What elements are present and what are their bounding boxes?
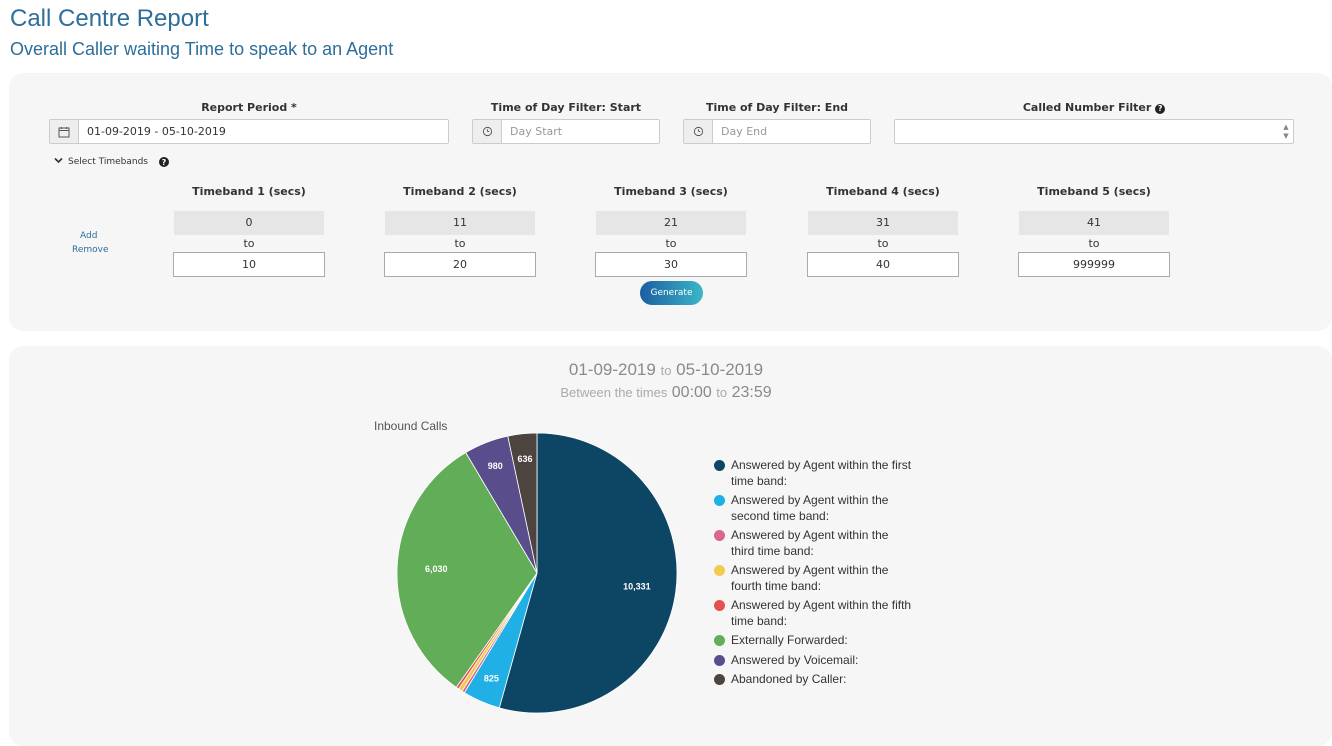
pie-data-label: 6,030 — [425, 564, 448, 574]
called-number-input[interactable] — [895, 120, 1279, 143]
timeband-start: 41 — [1019, 211, 1169, 235]
tod-end-input[interactable] — [713, 120, 874, 143]
legend-marker — [714, 674, 725, 685]
legend-item[interactable]: Answered by Agent within the fifth time … — [714, 598, 914, 629]
legend-marker — [714, 654, 725, 666]
timeband-end-input[interactable]: 40 — [807, 252, 959, 277]
timeband-5: Timeband 5 (secs) 41 to 999999 — [1018, 185, 1170, 277]
legend-item[interactable]: Answered by Agent within the third time … — [714, 528, 914, 559]
tod-end-label: Time of Day Filter: End — [705, 101, 849, 114]
date-range: 01-09-2019 to 05-10-2019 — [0, 360, 1332, 380]
timeband-to: to — [1088, 237, 1100, 250]
date-from: 01-09-2019 — [568, 360, 656, 379]
legend-label: Answered by Agent within the first time … — [731, 458, 912, 488]
legend-item[interactable]: Answered by Agent within the fourth time… — [714, 563, 914, 594]
legend-item[interactable]: Externally Forwarded: — [714, 633, 914, 649]
page-subtitle: Overall Caller waiting Time to speak to … — [10, 39, 394, 59]
tod-start-input[interactable] — [502, 120, 663, 143]
pie-slice-6[interactable] — [396, 451, 538, 688]
legend-label: Externally Forwarded: — [731, 633, 848, 647]
time-range: Between the times 00:00 to 23:59 — [0, 384, 1332, 402]
clock-icon[interactable] — [473, 120, 502, 143]
timeband-start: 31 — [808, 211, 958, 235]
clock-icon[interactable] — [684, 120, 713, 143]
tod-start-field[interactable] — [472, 119, 663, 144]
called-number-label-text: Called Number Filter — [1022, 101, 1152, 114]
select-timebands-label[interactable]: Select Timebands — [68, 157, 148, 167]
time-from: 00:00 — [671, 384, 712, 401]
timeband-end-input[interactable]: 10 — [173, 252, 325, 277]
pie-data-label: 636 — [517, 454, 532, 464]
add-timeband-button[interactable]: Add — [80, 231, 98, 241]
legend-label: Answered by Voicemail: — [731, 652, 859, 667]
time-to-word: to — [716, 385, 728, 400]
legend-marker — [714, 495, 725, 506]
timeband-label: Timeband 3 (secs) — [614, 185, 728, 198]
report-period-field[interactable] — [49, 119, 449, 144]
report-period-label: Report Period * — [201, 101, 297, 114]
chart-title: Inbound Calls — [374, 419, 448, 433]
pie-chart: 10,331 825 6,030 980 636 — [396, 432, 678, 714]
help-icon[interactable]: ? — [159, 157, 169, 167]
pie-slice-8[interactable] — [507, 432, 538, 574]
report-period-input[interactable] — [79, 120, 448, 143]
help-icon[interactable]: ? — [1155, 103, 1166, 114]
chart-legend: Answered by Agent within the first time … — [714, 458, 914, 692]
date-to-word: to — [660, 363, 672, 378]
legend-item[interactable]: Answered by Agent within the second time… — [714, 493, 914, 524]
pie-slice-1[interactable] — [498, 432, 678, 714]
legend-marker — [714, 635, 725, 646]
timeband-to: to — [665, 237, 677, 250]
spinner-down-icon[interactable]: ▼ — [1283, 131, 1289, 140]
legend-item[interactable]: Abandoned by Caller: — [714, 672, 914, 688]
legend-item[interactable]: Answered by Voicemail: — [714, 653, 914, 669]
pie-data-label: 980 — [488, 461, 503, 471]
pie-data-label: 825 — [484, 673, 499, 683]
pie-data-label: 10,331 — [623, 582, 651, 592]
legend-marker — [714, 530, 725, 541]
legend-label: Answered by Agent within the fourth time… — [731, 563, 889, 593]
remove-timeband-button[interactable]: Remove — [72, 245, 109, 255]
between-label: Between the times — [560, 385, 668, 400]
legend-marker — [714, 460, 725, 471]
legend-label: Abandoned by Caller: — [731, 672, 847, 686]
legend-item[interactable]: Answered by Agent within the first time … — [714, 458, 914, 489]
timeband-to: to — [243, 237, 255, 250]
timeband-3: Timeband 3 (secs) 21 to 30 — [595, 185, 747, 277]
timeband-label: Timeband 4 (secs) — [826, 185, 940, 198]
chevron-down-icon[interactable] — [54, 157, 63, 167]
legend-label: Answered by Agent within the third time … — [731, 528, 889, 558]
legend-label: Answered by Agent within the second time… — [731, 493, 889, 523]
timeband-label: Timeband 1 (secs) — [192, 185, 306, 198]
select-timebands-toggle[interactable]: Select Timebands ? — [54, 157, 169, 167]
tod-start-label: Time of Day Filter: Start — [490, 101, 642, 114]
timeband-label: Timeband 5 (secs) — [1037, 185, 1151, 198]
timeband-to: to — [454, 237, 466, 250]
timeband-start: 0 — [174, 211, 324, 235]
legend-marker — [714, 565, 725, 576]
legend-label: Answered by Agent within the fifth time … — [731, 598, 912, 628]
timeband-4: Timeband 4 (secs) 31 to 40 — [807, 185, 959, 277]
timeband-label: Timeband 2 (secs) — [403, 185, 517, 198]
generate-button[interactable]: Generate — [640, 281, 703, 305]
timeband-start: 21 — [596, 211, 746, 235]
number-spinner[interactable]: ▲ ▼ — [1279, 120, 1293, 143]
timeband-end-input[interactable]: 30 — [595, 252, 747, 277]
called-number-field[interactable]: ▲ ▼ — [894, 119, 1294, 144]
called-number-label: Called Number Filter ? — [894, 101, 1294, 114]
time-to: 23:59 — [731, 384, 772, 401]
timeband-end-input[interactable]: 20 — [384, 252, 536, 277]
page-title: Call Centre Report — [10, 5, 209, 32]
legend-marker — [714, 600, 725, 611]
date-to: 05-10-2019 — [676, 360, 764, 379]
spinner-up-icon[interactable]: ▲ — [1283, 122, 1289, 131]
tod-end-field[interactable] — [683, 119, 874, 144]
timeband-to: to — [877, 237, 889, 250]
timeband-end-input[interactable]: 999999 — [1018, 252, 1170, 277]
timeband-start: 11 — [385, 211, 535, 235]
timeband-1: Timeband 1 (secs) 0 to 10 — [173, 185, 325, 277]
calendar-icon[interactable] — [50, 120, 79, 143]
timeband-2: Timeband 2 (secs) 11 to 20 — [384, 185, 536, 277]
